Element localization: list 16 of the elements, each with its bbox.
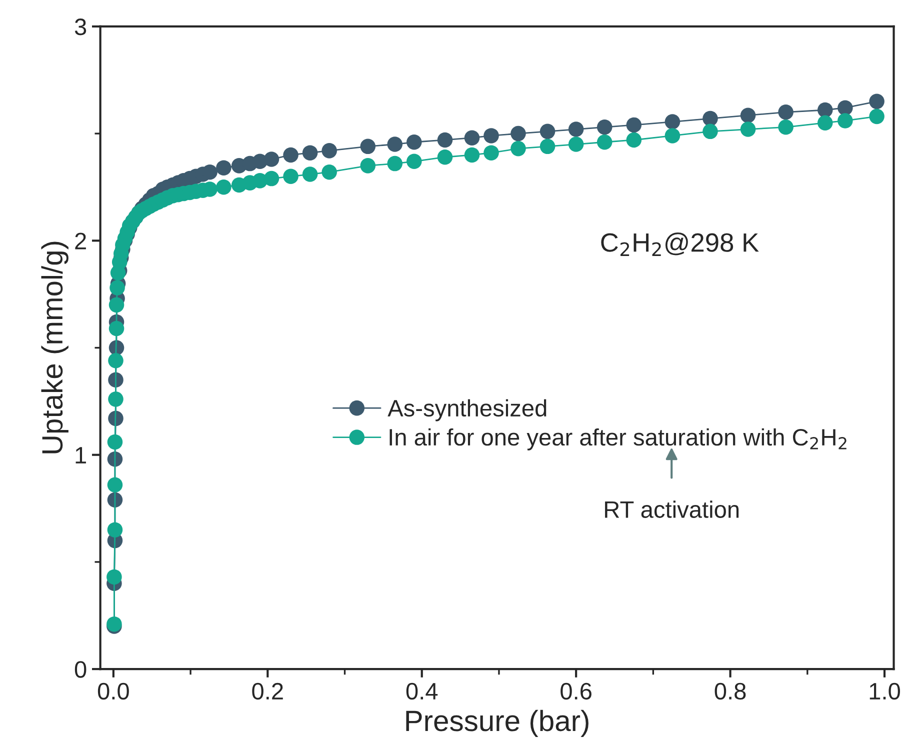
- x-tick-label: 0.6: [560, 682, 592, 700]
- annotation: C$_{2}$H$_{2}$@298 K: [601, 232, 759, 256]
- x-tick-label: 0.0: [98, 682, 129, 700]
- y-tick-label: 0: [74, 661, 86, 678]
- x-axis-title: Pressure (bar): [406, 710, 588, 737]
- legend-label: In air for one year after saturation with C$_{2}$H$_{2}$: [390, 428, 846, 450]
- x-tick-label: 0.4: [406, 682, 438, 700]
- y-axis-title: Uptake (mmol/g): [41, 242, 68, 454]
- y-tick-label: 1: [76, 447, 86, 464]
- annotation: RT activation: [605, 500, 739, 518]
- x-tick-label: 0.8: [714, 682, 746, 700]
- x-tick-label: 1.0: [870, 682, 900, 700]
- legend-label: As-synthesized: [388, 399, 546, 422]
- y-tick-label: 3: [74, 18, 86, 36]
- y-tick-label: 2: [75, 232, 86, 250]
- x-tick-label: 0.2: [252, 682, 283, 700]
